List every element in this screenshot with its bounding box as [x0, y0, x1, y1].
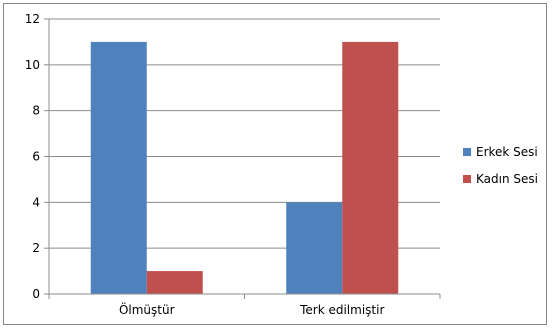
legend: Erkek Sesi Kadın Sesi [463, 145, 538, 186]
bar-erkek-sesi-1 [286, 202, 343, 294]
legend-label: Kadın Sesi [476, 172, 538, 186]
bar-erkek-sesi-0 [90, 41, 147, 294]
y-tick-label: 6 [32, 150, 40, 164]
x-tick-label: Ölmüştür [119, 301, 175, 317]
bar-kad-n-sesi-1 [342, 41, 399, 294]
tick-labels: 0 2 4 6 8 10 12 Ölmüştür Terk edilmiştir [25, 12, 385, 317]
bar-kad-n-sesi-0 [146, 271, 203, 294]
legend-swatch [463, 175, 471, 183]
y-tick-label: 4 [32, 195, 40, 209]
y-tick-label: 8 [32, 104, 40, 118]
y-tick-label: 12 [25, 12, 40, 26]
y-tick-label: 10 [25, 58, 40, 72]
x-tick-label: Terk edilmiştir [299, 303, 384, 317]
y-tick-label: 0 [32, 287, 40, 301]
y-tick-label: 2 [32, 241, 40, 255]
axes [44, 18, 441, 299]
legend-label: Erkek Sesi [476, 145, 538, 159]
bars [90, 41, 399, 294]
legend-swatch [463, 148, 471, 156]
